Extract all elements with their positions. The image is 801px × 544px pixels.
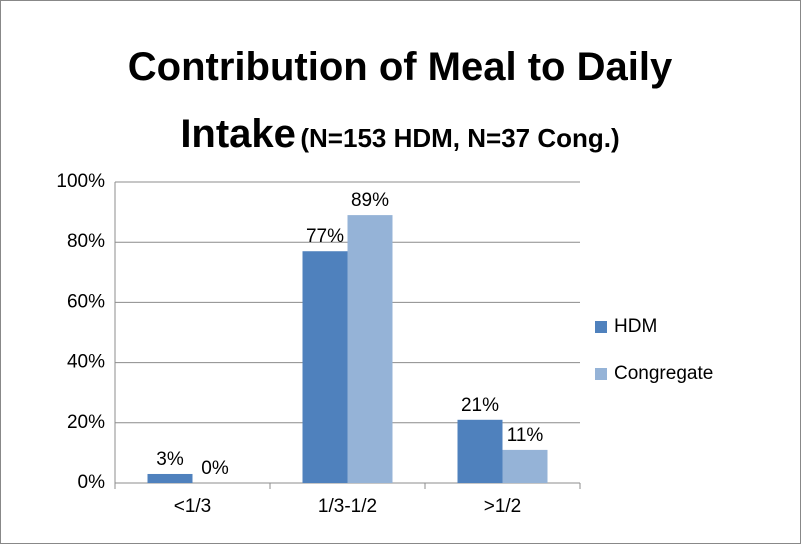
chart-subtitle: (N=153 HDM, N=37 Cong.) [300, 123, 620, 153]
y-tick-label: 40% [67, 352, 105, 373]
chart-title: Contribution of Meal to Daily Intake [127, 45, 673, 156]
data-label: 21% [461, 395, 499, 416]
bar [347, 215, 393, 484]
data-label: 89% [351, 190, 389, 211]
data-label: 0% [201, 458, 229, 479]
data-label: 11% [507, 425, 544, 446]
y-tick-label: 0% [78, 472, 106, 493]
legend-swatch [595, 321, 607, 333]
y-tick-label: 100% [56, 171, 105, 192]
x-tick-label: 1/3-1/2 [318, 496, 377, 517]
legend-label: HDM [614, 316, 657, 337]
y-tick-label: 20% [67, 412, 105, 433]
data-label: 77% [306, 226, 344, 247]
bar [502, 449, 548, 483]
x-tick-label: <1/3 [174, 496, 212, 517]
bar [457, 419, 503, 483]
legend-swatch [595, 368, 607, 380]
title-block: Contribution of Meal to Daily Intake (N=… [80, 38, 720, 172]
y-tick-label: 60% [67, 291, 105, 312]
y-tick-label: 80% [67, 231, 105, 252]
bar [302, 251, 348, 483]
x-tick-label: >1/2 [484, 496, 522, 517]
legend-label: Congregate [614, 363, 713, 384]
bar [147, 473, 193, 483]
data-label: 3% [156, 449, 184, 470]
